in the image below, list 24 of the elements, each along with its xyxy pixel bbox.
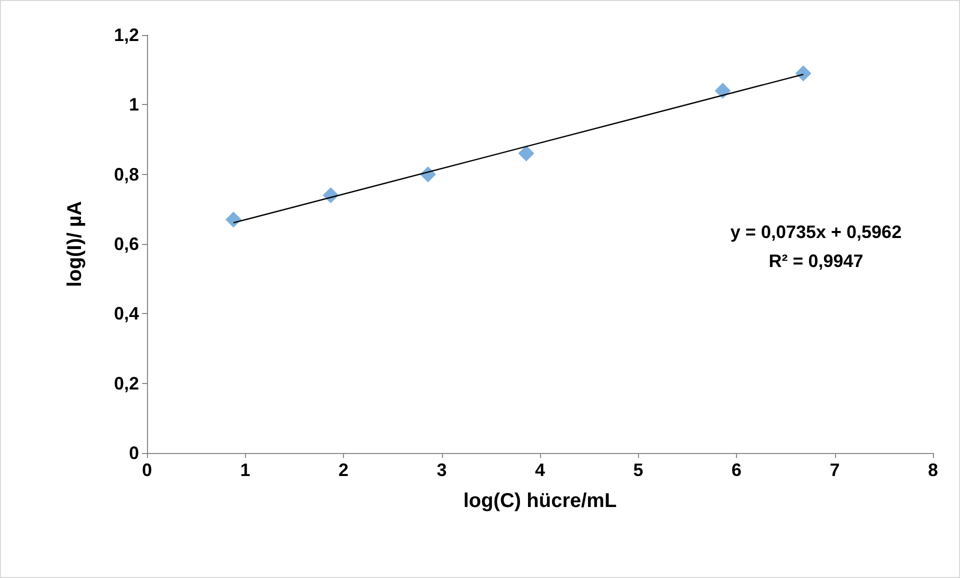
x-tick-label: 8	[928, 460, 938, 480]
y-tick-label: 1,2	[114, 25, 139, 45]
y-tick-label: 0,2	[114, 373, 139, 394]
y-tick-label: 0,4	[114, 304, 139, 324]
x-tick-label: 0	[142, 460, 152, 480]
x-tick-label: 1	[240, 460, 250, 480]
x-tick-label: 7	[830, 460, 840, 480]
x-tick-label: 3	[436, 460, 447, 480]
x-tick-label: 6	[731, 460, 742, 480]
y-tick-label: 0,6	[114, 234, 139, 254]
x-tick-label: 5	[633, 460, 644, 480]
x-tick-label: 2	[338, 460, 349, 480]
point	[225, 212, 242, 228]
y-tick-label: 0,8	[114, 164, 139, 184]
point	[518, 145, 534, 162]
point	[795, 65, 812, 82]
annotation: R² = 0,9947	[768, 251, 864, 271]
x-tick-label: 4	[534, 460, 546, 480]
y-tick-label: 0	[128, 443, 139, 463]
y-tick-label: 1	[128, 94, 139, 115]
point	[714, 82, 731, 99]
annotation: y = 0,0735x + 0,5962	[730, 222, 902, 242]
y-axis-title: log(I)/ µA	[64, 201, 86, 287]
x-axis-title: log(C) hücre/mL	[463, 490, 617, 512]
